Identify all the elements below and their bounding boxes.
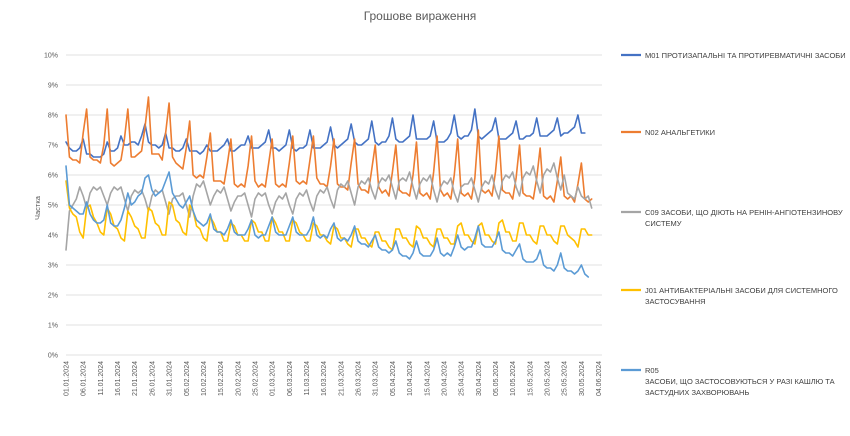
x-tick-label: 11.01.2024 (98, 361, 105, 396)
x-tick-label: 21.01.2024 (132, 361, 139, 396)
x-tick-label: 16.03.2024 (321, 361, 328, 396)
x-tick-label: 30.04.2024 (476, 361, 483, 396)
series-line (65, 165, 590, 278)
chart-title: Грошове вираження (364, 9, 477, 23)
y-tick-label: 5% (48, 203, 58, 210)
x-tick-label: 11.03.2024 (304, 361, 311, 396)
legend-label: ЗАСТОСУВАННЯ (645, 297, 706, 306)
series-lines (65, 96, 593, 278)
series-line (65, 96, 593, 203)
x-tick-label: 05.05.2024 (493, 361, 500, 396)
y-tick-label: 6% (48, 173, 58, 180)
x-tick-label: 26.01.2024 (149, 361, 156, 396)
x-tick-label: 30.05.2024 (579, 361, 586, 396)
x-tick-label: 25.05.2024 (562, 361, 569, 396)
legend-label: N02 АНАЛЬГЕТИКИ (645, 128, 715, 137)
x-tick-label: 10.05.2024 (510, 361, 517, 396)
x-tick-label: 01.01.2024 (64, 361, 71, 396)
y-axis-ticks: 0% 1% 2% 3% 4% 5% 6% 7% 8% 9% 10% (44, 53, 58, 360)
x-tick-label: 15.05.2024 (527, 361, 534, 396)
x-tick-label: 04.06.2024 (596, 361, 603, 396)
legend-label: ЗАСТУДНИХ ЗАХВОРЮВАНЬ (645, 388, 749, 397)
legend-label: R05 (645, 366, 659, 375)
y-tick-label: 8% (48, 113, 58, 120)
legend-label: ЗАСОБИ, ЩО ЗАСТОСОВУЮТЬСЯ У РАЗІ КАШЛЮ Т… (645, 377, 835, 386)
legend-label: СИСТЕМУ (645, 219, 682, 228)
legend-label: J01 АНТИБАКТЕРІАЛЬНІ ЗАСОБИ ДЛЯ СИСТЕМНО… (645, 286, 838, 295)
x-tick-label: 10.04.2024 (407, 361, 414, 396)
y-tick-label: 1% (48, 323, 58, 330)
y-tick-label: 4% (48, 233, 58, 240)
x-tick-label: 15.02.2024 (218, 361, 225, 396)
x-tick-label: 20.02.2024 (235, 361, 242, 396)
x-axis-ticks: 01.01.2024 06.01.2024 11.01.2024 16.01.2024… (64, 361, 604, 396)
x-tick-label: 31.03.2024 (373, 361, 380, 396)
x-tick-label: 20.04.2024 (441, 361, 448, 396)
y-tick-label: 7% (48, 143, 58, 150)
x-tick-label: 21.03.2024 (338, 361, 345, 396)
y-tick-label: 2% (48, 293, 58, 300)
series-line (65, 180, 593, 251)
legend-label: C09 ЗАСОБИ, ЩО ДІЮТЬ НА РЕНІН-АНГІОТЕНЗИ… (645, 208, 843, 217)
x-tick-label: 05.04.2024 (390, 361, 397, 396)
y-tick-label: 9% (48, 83, 58, 90)
y-tick-label: 10% (44, 53, 58, 60)
x-tick-label: 25.02.2024 (252, 361, 259, 396)
x-tick-label: 15.04.2024 (424, 361, 431, 396)
x-tick-label: 10.02.2024 (201, 361, 208, 396)
x-tick-label: 16.01.2024 (115, 361, 122, 396)
x-tick-label: 26.03.2024 (356, 361, 363, 396)
y-tick-label: 3% (48, 263, 58, 270)
x-tick-label: 20.05.2024 (545, 361, 552, 396)
x-tick-label: 05.02.2024 (184, 361, 191, 396)
y-tick-label: 0% (48, 353, 58, 360)
x-tick-label: 31.01.2024 (167, 361, 174, 396)
legend-label: M01 ПРОТИЗАПАЛЬНІ ТА ПРОТИРЕВМАТИЧНІ ЗАС… (645, 51, 846, 60)
x-tick-label: 01.03.2024 (270, 361, 277, 396)
x-tick-label: 06.03.2024 (287, 361, 294, 396)
x-tick-label: 06.01.2024 (81, 361, 88, 396)
y-axis-label: Частка (33, 195, 42, 220)
legend: M01 ПРОТИЗАПАЛЬНІ ТА ПРОТИРЕВМАТИЧНІ ЗАС… (621, 51, 846, 397)
x-tick-label: 25.04.2024 (459, 361, 466, 396)
